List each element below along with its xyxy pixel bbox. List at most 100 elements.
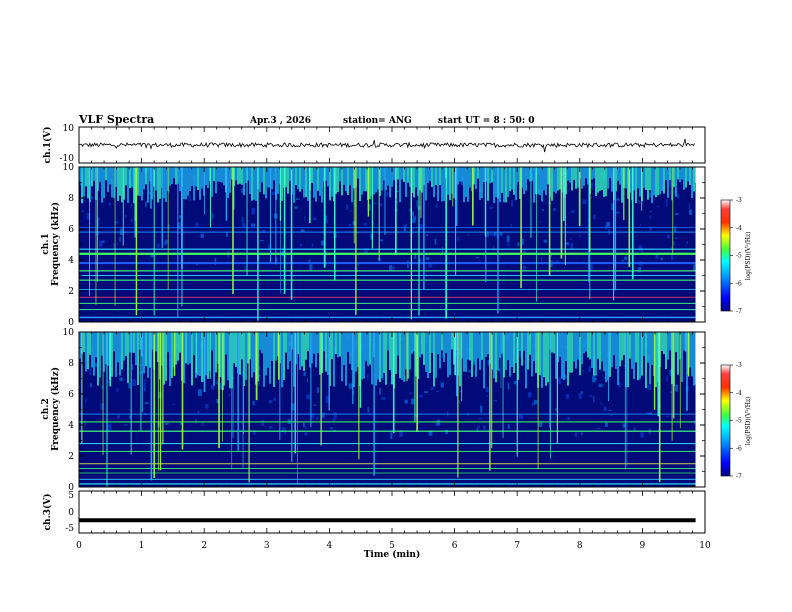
spectrogram-band <box>335 167 337 194</box>
spectrogram-band <box>525 332 527 389</box>
spectrogram-noise <box>380 239 383 242</box>
spectrogram-noise <box>119 237 121 242</box>
spectrogram-band <box>651 167 653 204</box>
spectrogram-sferic <box>134 167 136 221</box>
spectrogram-band <box>439 167 441 186</box>
spectrogram-noise <box>666 375 668 382</box>
spectrogram-band <box>275 332 277 361</box>
spectrogram-sferic <box>334 167 336 281</box>
spectrogram-band <box>221 167 223 183</box>
spectrogram-band <box>487 332 489 355</box>
spectrogram-sferic <box>556 332 558 443</box>
spectrogram-noise <box>647 384 652 390</box>
spectrogram-noise <box>482 425 486 430</box>
spectrogram-noise <box>620 260 625 262</box>
spectrogram-band <box>217 332 219 364</box>
spectrogram-sferic <box>484 167 486 237</box>
spectrogram-band <box>255 167 257 201</box>
spectrogram-noise <box>348 383 353 389</box>
spectrogram-band <box>319 167 321 196</box>
spectrogram-sferic <box>491 332 493 449</box>
spectrogram-noise <box>261 419 265 427</box>
spectrogram-band <box>437 167 439 202</box>
spectrogram-noise <box>622 423 626 428</box>
spectrogram-band <box>325 332 327 372</box>
spectrogram-noise <box>313 217 317 221</box>
spectrogram-sferic <box>456 167 458 226</box>
spectrogram-band <box>373 167 375 195</box>
spectrogram-band <box>165 167 167 202</box>
spectrogram-sferic <box>255 332 258 401</box>
spectrogram-band <box>119 167 121 196</box>
spectrogram-sferic <box>150 167 152 209</box>
spectrogram-noise <box>666 199 668 207</box>
spectrogram-sferic <box>631 167 634 280</box>
spectrogram-sferic <box>233 167 235 210</box>
spectrogram-band <box>403 167 405 183</box>
spectrogram-band <box>467 167 469 202</box>
spectrogram-noise <box>311 413 315 419</box>
spectrogram-sferic <box>410 167 412 320</box>
spectrogram-sferic <box>161 167 163 248</box>
spectrogram-band <box>391 167 393 187</box>
spectrogram-band <box>435 167 437 186</box>
spectrogram-band <box>305 332 307 360</box>
spectrogram-noise <box>132 379 136 386</box>
spectrogram-band <box>327 332 329 375</box>
spectrogram-band <box>383 332 385 373</box>
spectrogram-band <box>187 167 189 196</box>
spectrogram-noise <box>372 221 374 227</box>
spectrogram-band <box>243 167 245 196</box>
spectrogram-band <box>425 167 427 201</box>
spectrogram-noise <box>531 402 536 406</box>
spectrogram-sferic <box>242 332 244 469</box>
spectrogram-band <box>369 332 371 365</box>
figure-title: VLF Spectra <box>78 113 154 126</box>
spectrogram-noise <box>489 206 493 209</box>
spectrogram-noise <box>566 394 569 399</box>
spectrogram-noise <box>333 412 337 419</box>
spectrogram-band <box>195 167 197 187</box>
spectrogram-noise <box>205 404 209 409</box>
colorbar-tick-label: -5 <box>736 418 742 425</box>
spectrogram-band <box>101 167 103 203</box>
spectrogram-tone-line <box>79 309 696 311</box>
spectrogram-band <box>99 332 101 378</box>
spectrogram-band <box>507 167 509 197</box>
spectrogram-band <box>603 332 605 372</box>
spectrogram-band <box>287 167 289 194</box>
spectrogram-tone-line <box>79 262 696 265</box>
spectrogram-sferic <box>371 167 373 249</box>
spectrogram-noise <box>686 241 688 245</box>
spectrogram-noise <box>211 385 215 390</box>
spectrogram-noise <box>538 420 543 427</box>
spectrogram-sferic <box>141 332 143 413</box>
x-tick-label: 4 <box>327 541 333 551</box>
spectrogram-band <box>535 167 537 195</box>
spectrogram-band <box>577 167 579 188</box>
spectrogram-band <box>687 167 689 182</box>
spectrogram-noise <box>472 361 476 365</box>
spectrogram-band <box>399 167 401 203</box>
spectrogram-noise <box>367 203 371 211</box>
spectrogram-band <box>311 332 313 364</box>
spectrogram-band <box>377 332 379 380</box>
spectrogram-noise <box>164 422 169 425</box>
spectrogram-noise <box>605 422 608 428</box>
spectrogram-noise <box>257 382 260 386</box>
spectrogram-band <box>671 167 673 201</box>
spectrogram-noise <box>108 380 111 386</box>
spectrogram-noise <box>669 180 671 188</box>
spectrogram-band <box>473 332 475 362</box>
spectrogram-band <box>301 332 303 367</box>
spectrogram-band <box>629 332 631 359</box>
spectrogram-band <box>173 167 175 179</box>
spectrogram-noise <box>381 397 386 400</box>
spectrogram-sferic <box>122 167 124 246</box>
spectrogram-band <box>485 332 487 357</box>
spectrogram-band <box>631 332 633 369</box>
spectrogram-band <box>621 167 623 203</box>
spectrogram-band <box>673 167 675 187</box>
spectrogram-sferic <box>248 332 250 483</box>
spectrogram-band <box>625 332 627 388</box>
